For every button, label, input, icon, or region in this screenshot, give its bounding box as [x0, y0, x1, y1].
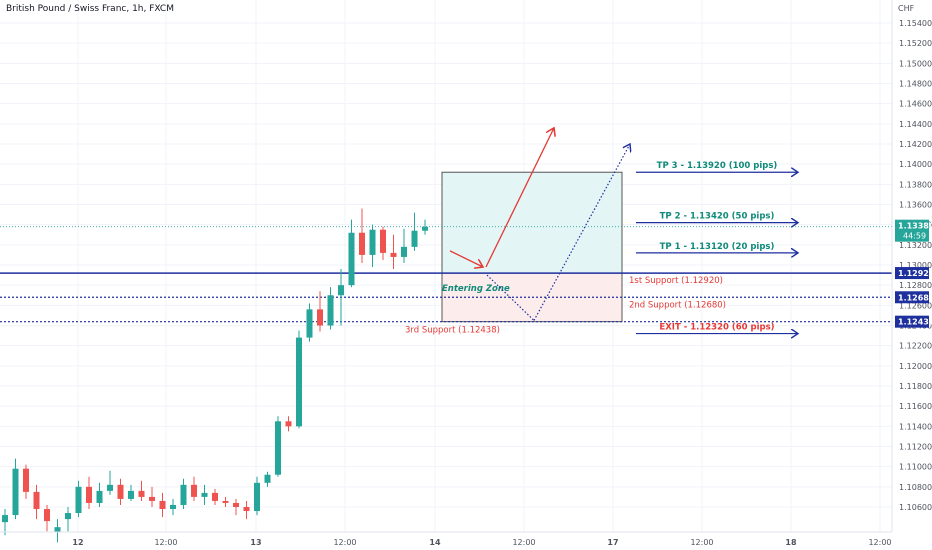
candle-body	[180, 484, 187, 505]
y-tick-label: 1.14600	[899, 100, 932, 109]
candle-body	[2, 515, 8, 523]
candle-body	[65, 513, 71, 520]
support-label: 3rd Support (1.12438)	[405, 326, 500, 336]
level-price-tag	[895, 291, 929, 304]
candle-body	[75, 486, 82, 514]
candle-body	[380, 229, 386, 253]
target-label: TP 2 - 1.13420 (50 pips)	[660, 212, 775, 222]
currency-label: CHF	[898, 4, 915, 13]
y-tick-label: 1.12000	[899, 362, 932, 371]
target-label: TP 3 - 1.13920 (100 pips)	[657, 161, 778, 171]
x-tick-label: 12:00	[690, 538, 713, 547]
y-tick-label: 1.13000	[899, 261, 932, 270]
y-tick-label: 1.13200	[899, 241, 932, 250]
y-tick-label: 1.12200	[899, 342, 932, 351]
blue-dotted-down	[486, 274, 535, 321]
target-zone-box	[442, 172, 622, 274]
level-price-tag-text: 1.12920	[898, 269, 932, 278]
candle-body	[107, 484, 113, 491]
candle-body	[33, 491, 40, 510]
current-price-tag	[895, 219, 929, 242]
x-tick-label: 13	[250, 538, 261, 547]
y-tick-label: 1.10800	[899, 483, 932, 492]
candle-body	[212, 492, 218, 501]
candle-body	[44, 509, 50, 522]
candle-body	[306, 309, 313, 338]
x-tick-label: 12	[72, 538, 83, 547]
y-tick-label: 1.11800	[899, 382, 932, 391]
y-tick-label: 1.11200	[899, 443, 932, 452]
level-price-tag-text: 1.12680	[898, 293, 932, 302]
candle-body	[390, 252, 397, 257]
x-tick-label: 12:00	[333, 538, 356, 547]
x-tick-label: 17	[607, 538, 618, 547]
candle-body	[369, 229, 376, 255]
target-label: TP 1 - 1.13120 (20 pips)	[660, 242, 775, 252]
candle-body	[159, 500, 166, 510]
candle-body	[422, 226, 428, 231]
candle-body	[411, 230, 418, 247]
current-price-tag-text: 1.13380	[898, 222, 932, 231]
target-label: EXIT - 1.12320 (60 pips)	[659, 323, 774, 333]
candle-body	[54, 527, 61, 533]
candle-body	[149, 496, 155, 501]
red-arrow-down	[449, 250, 483, 267]
candle-body	[117, 484, 124, 499]
candle-body	[243, 507, 250, 512]
red-arrow-up	[485, 128, 554, 268]
y-tick-label: 1.15000	[899, 59, 932, 68]
candle-body	[233, 502, 239, 507]
candle-body	[23, 468, 29, 492]
candle-body	[338, 285, 344, 296]
y-tick-label: 1.14800	[899, 80, 932, 89]
y-tick-label: 1.15200	[899, 39, 932, 48]
candle-body	[138, 490, 145, 497]
candle-body	[327, 295, 334, 326]
candle-body	[254, 482, 260, 512]
support-label: 1st Support (1.12920)	[629, 276, 723, 286]
y-tick-label: 1.11000	[899, 463, 932, 472]
y-tick-label: 1.11600	[899, 402, 932, 411]
candle-body	[86, 486, 92, 503]
y-tick-label: 1.14000	[899, 160, 932, 169]
candle-body	[128, 490, 134, 499]
candle-body	[401, 246, 407, 257]
y-tick-label: 1.14400	[899, 120, 932, 129]
y-tick-label: 1.15400	[899, 19, 932, 28]
countdown-text: 44:59	[903, 232, 926, 241]
candle-body	[222, 500, 229, 503]
level-price-tag	[895, 315, 929, 328]
candle-body	[191, 484, 197, 497]
candle-body	[96, 490, 103, 503]
candle-body	[275, 421, 281, 475]
y-tick-label: 1.12600	[899, 301, 932, 310]
x-tick-label: 12:00	[868, 538, 891, 547]
y-tick-label: 1.11400	[899, 422, 932, 431]
candle-body	[285, 421, 292, 427]
y-tick-label: 1.14200	[899, 140, 932, 149]
candle-body	[348, 232, 355, 286]
y-tick-label: 1.12800	[899, 281, 932, 290]
level-price-tag	[895, 267, 929, 280]
candle-body	[12, 468, 19, 516]
chart-title: British Pound / Swiss Franc, 1h, FXCM	[6, 4, 174, 14]
candle-body	[296, 337, 302, 427]
support-label: 2nd Support (1.12680)	[629, 300, 726, 310]
y-tick-label: 1.13800	[899, 180, 932, 189]
entering-zone-label: Entering Zone	[442, 284, 510, 294]
x-tick-label: 12:00	[512, 538, 535, 547]
candle-body	[201, 492, 208, 497]
x-tick-label: 14	[429, 538, 441, 547]
x-tick-label: 12:00	[154, 538, 177, 547]
candle-body	[317, 309, 323, 326]
x-tick-label: 18	[785, 538, 797, 547]
candle-body	[264, 474, 271, 483]
y-tick-label: 1.10600	[899, 503, 932, 512]
candle-body	[170, 504, 176, 510]
level-price-tag-text: 1.12438	[898, 318, 932, 327]
candle-body	[359, 232, 365, 255]
y-tick-label: 1.13600	[899, 201, 932, 210]
